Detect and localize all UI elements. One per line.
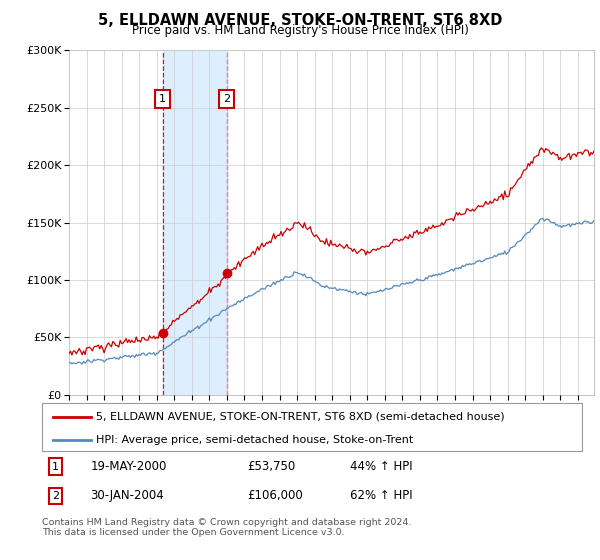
Text: 30-JAN-2004: 30-JAN-2004 bbox=[91, 489, 164, 502]
Text: 44% ↑ HPI: 44% ↑ HPI bbox=[350, 460, 412, 473]
Text: 1: 1 bbox=[159, 94, 166, 104]
Text: 1: 1 bbox=[52, 461, 59, 472]
Text: 62% ↑ HPI: 62% ↑ HPI bbox=[350, 489, 412, 502]
Text: £53,750: £53,750 bbox=[247, 460, 295, 473]
Text: Contains HM Land Registry data © Crown copyright and database right 2024.
This d: Contains HM Land Registry data © Crown c… bbox=[42, 518, 412, 538]
Text: 5, ELLDAWN AVENUE, STOKE-ON-TRENT, ST6 8XD (semi-detached house): 5, ELLDAWN AVENUE, STOKE-ON-TRENT, ST6 8… bbox=[96, 412, 505, 422]
Text: 19-MAY-2000: 19-MAY-2000 bbox=[91, 460, 167, 473]
FancyBboxPatch shape bbox=[42, 403, 582, 451]
Text: HPI: Average price, semi-detached house, Stoke-on-Trent: HPI: Average price, semi-detached house,… bbox=[96, 435, 413, 445]
Text: 2: 2 bbox=[52, 491, 59, 501]
Text: 5, ELLDAWN AVENUE, STOKE-ON-TRENT, ST6 8XD: 5, ELLDAWN AVENUE, STOKE-ON-TRENT, ST6 8… bbox=[98, 13, 502, 28]
Bar bbox=[163, 50, 227, 395]
Text: 2: 2 bbox=[223, 94, 230, 104]
Text: £106,000: £106,000 bbox=[247, 489, 303, 502]
Text: Price paid vs. HM Land Registry's House Price Index (HPI): Price paid vs. HM Land Registry's House … bbox=[131, 24, 469, 37]
